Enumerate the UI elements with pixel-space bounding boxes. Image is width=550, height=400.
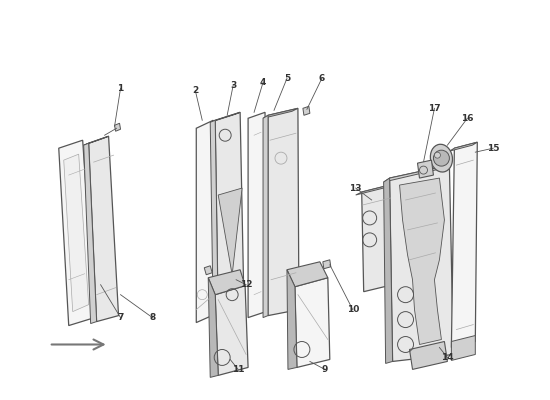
Text: 17: 17 xyxy=(428,104,441,113)
Polygon shape xyxy=(452,142,477,348)
Polygon shape xyxy=(208,278,218,377)
Text: 2: 2 xyxy=(192,86,199,95)
Text: 5: 5 xyxy=(284,74,290,83)
Polygon shape xyxy=(410,342,447,370)
Polygon shape xyxy=(248,112,266,318)
Polygon shape xyxy=(356,185,389,195)
Text: 11: 11 xyxy=(232,365,244,374)
Polygon shape xyxy=(268,108,299,316)
Polygon shape xyxy=(196,120,214,322)
Polygon shape xyxy=(210,120,218,320)
Polygon shape xyxy=(64,154,89,312)
Polygon shape xyxy=(215,112,244,318)
Polygon shape xyxy=(383,165,449,182)
Polygon shape xyxy=(84,143,97,324)
Text: 16: 16 xyxy=(461,114,474,123)
Polygon shape xyxy=(303,106,310,115)
Text: 10: 10 xyxy=(346,305,359,314)
Polygon shape xyxy=(210,112,240,122)
Polygon shape xyxy=(114,123,120,131)
Circle shape xyxy=(434,152,441,158)
Text: 13: 13 xyxy=(349,184,362,192)
Polygon shape xyxy=(204,266,212,275)
Polygon shape xyxy=(295,278,330,368)
Polygon shape xyxy=(449,142,477,151)
Polygon shape xyxy=(287,262,328,287)
Text: 12: 12 xyxy=(240,280,252,289)
Text: 9: 9 xyxy=(322,365,328,374)
Text: 8: 8 xyxy=(149,313,156,322)
Polygon shape xyxy=(84,136,108,145)
Text: 3: 3 xyxy=(230,81,236,90)
Text: 14: 14 xyxy=(441,353,454,362)
Polygon shape xyxy=(89,136,119,322)
Polygon shape xyxy=(417,160,433,178)
Polygon shape xyxy=(263,108,298,118)
Polygon shape xyxy=(383,178,393,364)
Polygon shape xyxy=(389,165,453,362)
Text: 6: 6 xyxy=(318,74,325,83)
Text: 15: 15 xyxy=(487,144,499,153)
Polygon shape xyxy=(208,270,245,295)
Polygon shape xyxy=(263,115,268,318)
Polygon shape xyxy=(218,188,242,275)
Polygon shape xyxy=(323,260,331,269)
Circle shape xyxy=(433,150,449,166)
Ellipse shape xyxy=(430,144,453,172)
Polygon shape xyxy=(59,140,95,326)
Text: 1: 1 xyxy=(117,84,124,93)
Polygon shape xyxy=(362,185,393,292)
Text: 7: 7 xyxy=(117,313,124,322)
Polygon shape xyxy=(215,286,248,375)
Polygon shape xyxy=(452,336,475,360)
Text: 4: 4 xyxy=(260,78,266,87)
Polygon shape xyxy=(399,178,444,344)
Polygon shape xyxy=(287,270,297,370)
